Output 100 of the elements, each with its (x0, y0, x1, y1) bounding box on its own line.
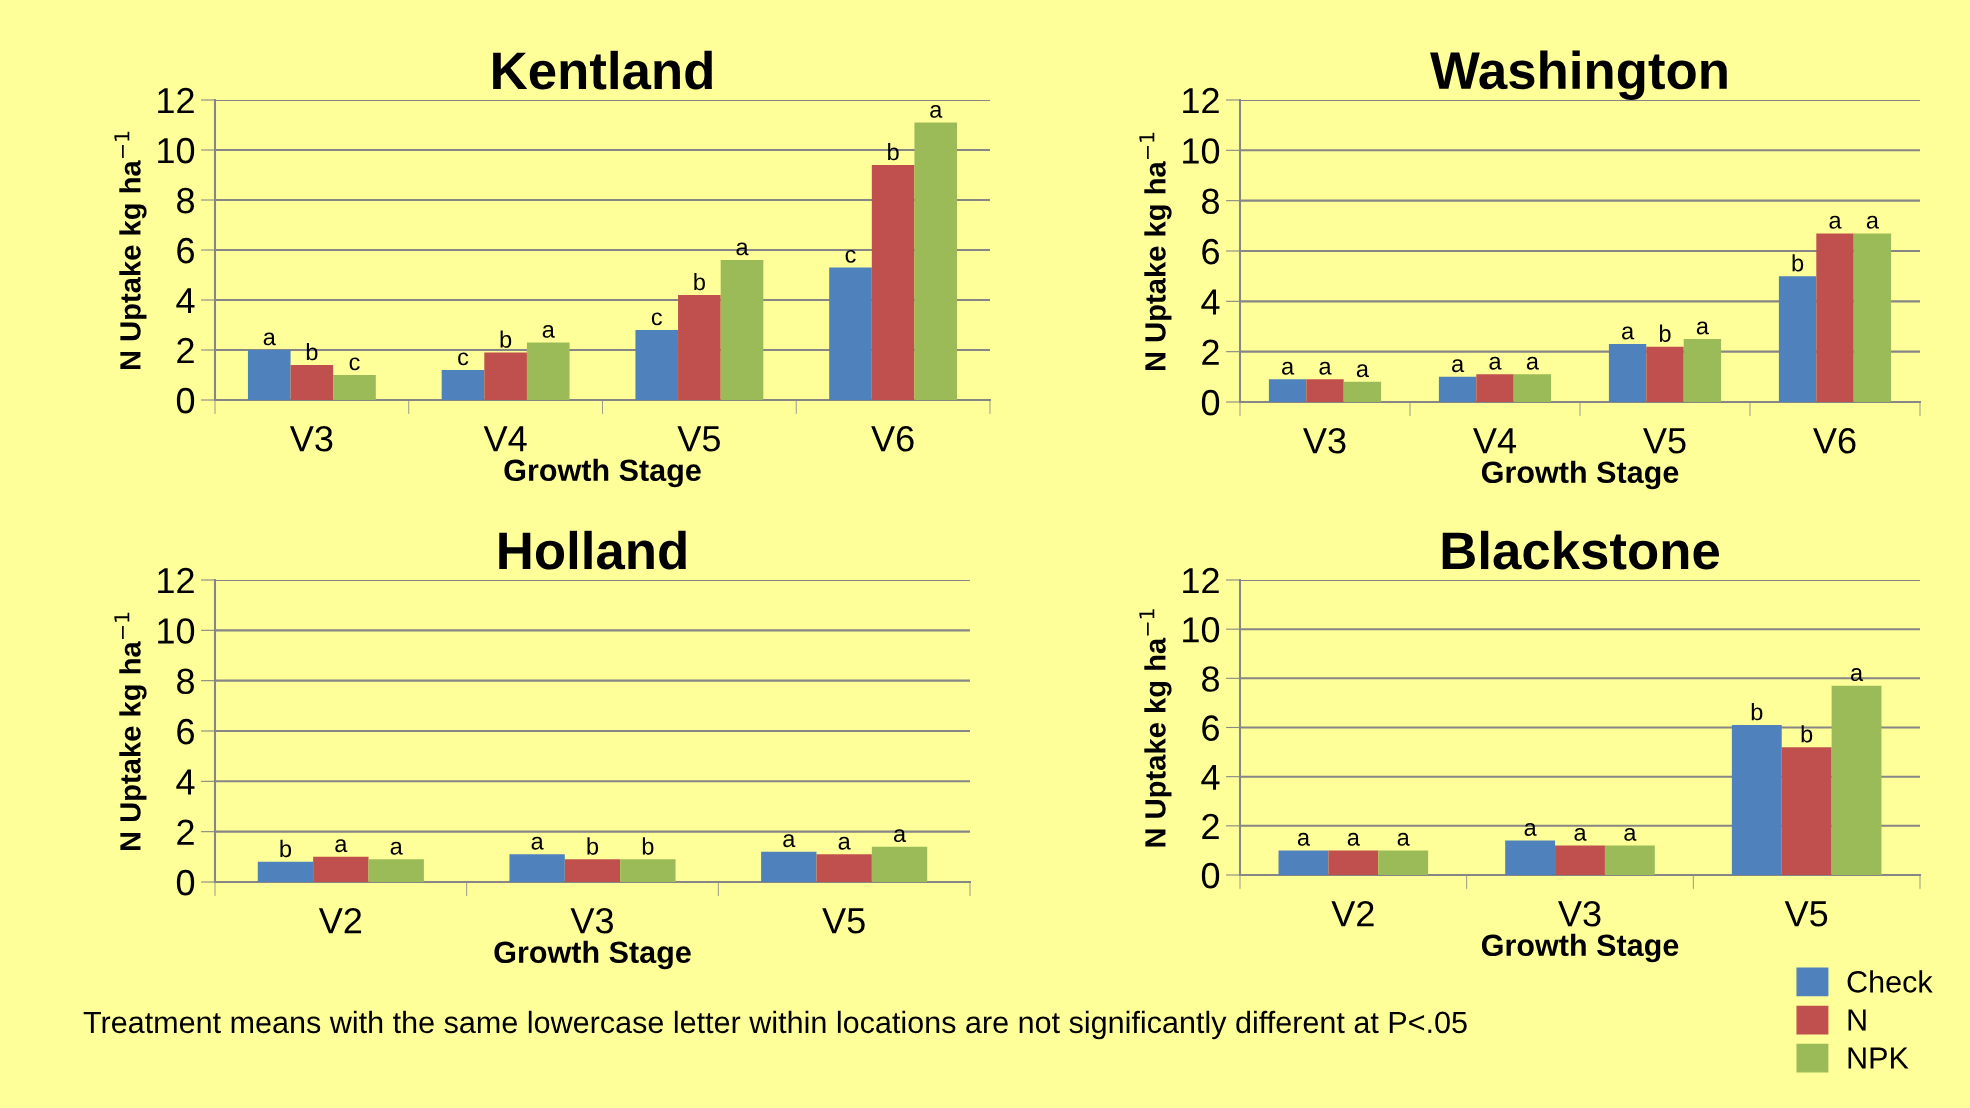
data-label: a (783, 834, 796, 848)
y-tick-label: 0 (176, 387, 195, 414)
bar (368, 859, 424, 882)
y-tick-label: 0 (1201, 862, 1220, 889)
text: Treatment means with the same lowercase letter within locations are not significantly different at P<.05 (83, 1010, 1467, 1040)
data-label: a (390, 841, 403, 855)
x-tick-label: V5 (822, 908, 865, 934)
y-tick-label: 6 (1202, 715, 1219, 741)
data-label: a (1319, 361, 1332, 375)
data-label: a (1397, 832, 1410, 846)
data-label: b (1792, 254, 1804, 272)
y-tick-label: 12 (1183, 567, 1219, 594)
bar (635, 330, 679, 400)
data-label: a (335, 839, 348, 853)
bar (871, 165, 915, 400)
y-tick-label: 0 (1201, 389, 1220, 416)
y-tick-label: 12 (158, 87, 194, 114)
x-tick-label: V3 (289, 425, 333, 452)
bar (257, 861, 314, 882)
data-label: b (642, 837, 654, 855)
y-tick-label: 8 (177, 187, 194, 214)
bar (1778, 276, 1817, 402)
data-label: a (1452, 359, 1465, 373)
data-label: b (1751, 703, 1763, 721)
data-label: c (458, 352, 469, 366)
x-axis-title: Growth Stage (1481, 460, 1679, 490)
data-label: b (587, 837, 599, 855)
bar (484, 352, 527, 400)
bar (1831, 685, 1882, 875)
bar (1731, 725, 1782, 875)
data-label: a (1282, 361, 1295, 375)
x-tick-label: V6 (1813, 427, 1856, 454)
bar (1816, 233, 1854, 402)
data-label: a (263, 332, 276, 346)
x-tick-label: V4 (483, 426, 527, 452)
y-tick-label: 6 (177, 237, 194, 264)
data-label: a (1850, 668, 1864, 682)
y-tick-label: 2 (1202, 339, 1219, 365)
data-label: c (845, 249, 856, 263)
data-label: a (838, 836, 851, 850)
chart-title: Washington (1430, 50, 1727, 100)
bar (1476, 374, 1514, 402)
bar (829, 267, 872, 400)
data-label: a (736, 242, 749, 256)
data-label: a (1829, 215, 1842, 229)
y-axis-title: N Uptake kg ha$^{−1}$ (114, 131, 147, 370)
y-tick-label: 8 (177, 668, 194, 695)
y-tick-label: 10 (158, 137, 195, 164)
data-label: b (694, 272, 705, 291)
data-label: a (1866, 215, 1879, 229)
bar (761, 851, 817, 882)
data-label: a (1347, 832, 1360, 846)
bar (313, 856, 369, 882)
y-tick-label: 0 (176, 869, 195, 896)
y-axis-title: N Uptake kg ha$^{−1}$ (1139, 132, 1172, 371)
data-label: a (1297, 832, 1311, 846)
x-axis-title: Growth Stage (494, 940, 691, 970)
y-axis-title: N Uptake kg ha$^{−1}$ (114, 612, 147, 851)
data-label: b (1659, 324, 1671, 342)
x-axis-title: Growth Stage (504, 458, 701, 488)
y-tick-label: 12 (1183, 87, 1219, 114)
data-label: a (542, 324, 555, 338)
x-tick-label: V3 (1558, 900, 1601, 927)
x-tick-label: V3 (1303, 427, 1346, 454)
data-label: a (930, 104, 943, 118)
x-tick-label: V2 (318, 907, 362, 934)
chart-title: Blackstone (1442, 530, 1720, 570)
bar (678, 295, 721, 400)
x-tick-label: V5 (677, 426, 720, 452)
y-tick-label: 8 (1202, 666, 1219, 692)
y-tick-label: 2 (1202, 813, 1219, 839)
bar (914, 122, 958, 400)
data-label: b (306, 342, 318, 361)
x-tick-label: V2 (1331, 900, 1374, 927)
y-tick-label: 4 (1201, 764, 1220, 790)
data-label: b (500, 330, 512, 348)
data-label: a (1624, 827, 1637, 841)
data-label: a (1524, 822, 1537, 836)
bar (1328, 850, 1379, 875)
y-tick-label: 12 (158, 567, 194, 594)
bar (1343, 381, 1382, 402)
data-label: a (1356, 364, 1369, 378)
legend-label: N (1848, 1009, 1866, 1031)
x-axis-title: Growth Stage (1481, 933, 1679, 963)
x-tick-label: V5 (1784, 901, 1828, 927)
bar (333, 375, 376, 400)
data-label: b (1801, 725, 1813, 743)
data-label: a (893, 829, 907, 843)
y-tick-label: 10 (1183, 617, 1220, 643)
bar (1555, 845, 1605, 875)
y-tick-label: 8 (1202, 188, 1219, 215)
bar (1268, 379, 1307, 402)
data-label: b (280, 839, 292, 858)
data-label: a (531, 836, 544, 850)
data-label: a (1622, 326, 1635, 340)
chart-title: Kentland (493, 50, 712, 90)
bar (247, 350, 291, 400)
data-label: a (1696, 321, 1709, 335)
y-tick-label: 10 (158, 618, 195, 644)
y-tick-label: 4 (1201, 289, 1220, 315)
